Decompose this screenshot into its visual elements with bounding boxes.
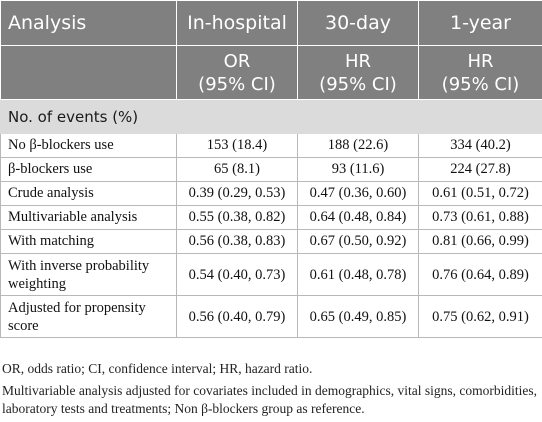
row-label: Adjusted for propensity score	[1, 296, 177, 338]
ci-label: (95% CI)	[442, 74, 520, 95]
metric-hr: HR	[467, 51, 493, 72]
row-label: With inverse probability weighting	[1, 254, 177, 296]
metric-hr: HR	[345, 51, 371, 72]
subheader-30day: HR(95% CI)	[298, 46, 419, 100]
ci-label: (95% CI)	[319, 74, 397, 95]
ci-label: (95% CI)	[198, 74, 276, 95]
table-row: With matching 0.56 (0.38, 0.83) 0.67 (0.…	[1, 230, 542, 254]
cell-30day: 188 (22.6)	[298, 134, 419, 158]
subheader-inhospital: OR(95% CI)	[177, 46, 298, 100]
cell-1year: 0.73 (0.61, 0.88)	[419, 206, 542, 230]
table-row: Adjusted for propensity score 0.56 (0.40…	[1, 296, 542, 338]
cell-inhospital: 153 (18.4)	[177, 134, 298, 158]
cell-1year: 224 (27.8)	[419, 158, 542, 182]
cell-30day: 0.47 (0.36, 0.60)	[298, 182, 419, 206]
table-row: β-blockers use 65 (8.1) 93 (11.6) 224 (2…	[1, 158, 542, 182]
subheader-1year: HR(95% CI)	[419, 46, 542, 100]
cell-30day: 0.64 (0.48, 0.84)	[298, 206, 419, 230]
section-title: No. of events (%)	[1, 100, 542, 134]
cell-30day: 0.67 (0.50, 0.92)	[298, 230, 419, 254]
metric-or: OR	[224, 51, 251, 72]
row-label: Crude analysis	[1, 182, 177, 206]
cell-inhospital: 65 (8.1)	[177, 158, 298, 182]
header-30day: 30-day	[298, 1, 419, 46]
section-row: No. of events (%)	[1, 100, 542, 134]
subheader-empty	[1, 46, 177, 100]
row-label: With matching	[1, 230, 177, 254]
header-row: Analysis In-hospital 30-day 1-year	[1, 1, 542, 46]
row-label: β-blockers use	[1, 158, 177, 182]
table-row: Multivariable analysis 0.55 (0.38, 0.82)…	[1, 206, 542, 230]
cell-30day: 0.61 (0.48, 0.78)	[298, 254, 419, 296]
cell-30day: 93 (11.6)	[298, 158, 419, 182]
subheader-row: OR(95% CI) HR(95% CI) HR(95% CI)	[1, 46, 542, 100]
row-label: Multivariable analysis	[1, 206, 177, 230]
table-row: Crude analysis 0.39 (0.29, 0.53) 0.47 (0…	[1, 182, 542, 206]
cell-1year: 0.75 (0.62, 0.91)	[419, 296, 542, 338]
cell-inhospital: 0.56 (0.38, 0.83)	[177, 230, 298, 254]
cell-inhospital: 0.54 (0.40, 0.73)	[177, 254, 298, 296]
header-analysis: Analysis	[1, 1, 177, 46]
cell-inhospital: 0.56 (0.40, 0.79)	[177, 296, 298, 338]
row-label: No β-blockers use	[1, 134, 177, 158]
header-inhospital: In-hospital	[177, 1, 298, 46]
cell-inhospital: 0.39 (0.29, 0.53)	[177, 182, 298, 206]
footnote-multivariable: Multivariable analysis adjusted for cova…	[2, 382, 542, 418]
cell-1year: 0.76 (0.64, 0.89)	[419, 254, 542, 296]
header-1year: 1-year	[419, 1, 542, 46]
cell-1year: 0.61 (0.51, 0.72)	[419, 182, 542, 206]
table-footnotes: OR, odds ratio; CI, confidence interval;…	[2, 360, 542, 422]
results-table: Analysis In-hospital 30-day 1-year OR(95…	[0, 0, 542, 338]
cell-inhospital: 0.55 (0.38, 0.82)	[177, 206, 298, 230]
table-row: No β-blockers use 153 (18.4) 188 (22.6) …	[1, 134, 542, 158]
cell-1year: 334 (40.2)	[419, 134, 542, 158]
cell-30day: 0.65 (0.49, 0.85)	[298, 296, 419, 338]
footnote-abbreviations: OR, odds ratio; CI, confidence interval;…	[2, 360, 542, 378]
table-row: With inverse probability weighting 0.54 …	[1, 254, 542, 296]
cell-1year: 0.81 (0.66, 0.99)	[419, 230, 542, 254]
